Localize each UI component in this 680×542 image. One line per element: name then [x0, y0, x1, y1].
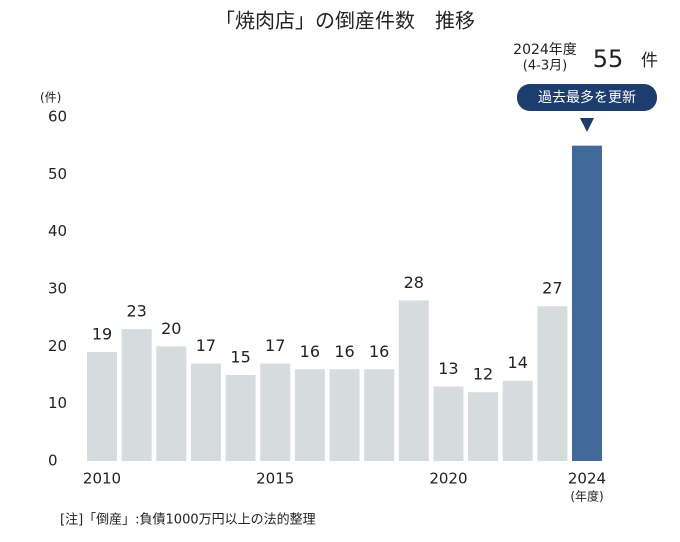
data-label: 23 [126, 302, 146, 321]
annotation-period: 2024年度 [513, 42, 577, 58]
x-tick-label: 2024 [568, 470, 606, 488]
x-tick-label: 2020 [429, 470, 467, 488]
data-label: 13 [438, 359, 458, 378]
chart-title: 「焼肉店」の倒産件数 推移 [215, 9, 475, 33]
y-tick-label: 60 [48, 108, 67, 126]
data-label: 12 [473, 365, 493, 384]
bar [260, 363, 291, 461]
y-tick-label: 40 [48, 222, 67, 240]
y-unit: (件) [40, 91, 61, 105]
annotation-months: (4-3月) [523, 59, 567, 74]
bar [364, 369, 395, 461]
data-label: 16 [369, 342, 389, 361]
bar [571, 145, 602, 461]
badge [517, 84, 657, 111]
data-label: 14 [508, 353, 528, 372]
data-label: 17 [196, 336, 216, 355]
bar [537, 306, 568, 461]
bar [329, 369, 360, 461]
y-tick-label: 30 [48, 280, 67, 298]
bar [468, 392, 499, 461]
data-label: 27 [542, 279, 562, 298]
bar [433, 386, 464, 461]
y-tick-label: 10 [48, 394, 67, 412]
data-label: 19 [92, 325, 112, 344]
data-label: 20 [161, 319, 181, 338]
data-label: 17 [265, 336, 285, 355]
x-tick-label: 2010 [83, 470, 121, 488]
y-tick-label: 0 [48, 452, 58, 470]
data-label: 28 [404, 273, 424, 292]
data-label: 15 [230, 348, 250, 367]
data-label: 55 [593, 45, 624, 73]
bar [225, 375, 256, 461]
bar [294, 369, 325, 461]
y-tick-label: 50 [48, 165, 67, 183]
data-label: 16 [334, 342, 354, 361]
bar [156, 346, 187, 461]
annotation-unit: 件 [641, 51, 658, 71]
bar [502, 380, 533, 461]
bar [121, 329, 152, 461]
x-unit: (年度) [570, 489, 603, 504]
badge-pointer [580, 118, 594, 132]
data-label: 16 [300, 342, 320, 361]
badge-text: 過去最多を更新 [538, 89, 636, 106]
bar [190, 363, 221, 461]
bar [398, 300, 429, 461]
note: [注]「倒産」:負債1000万円以上の法的整理 [60, 512, 316, 528]
bar [87, 352, 118, 461]
x-tick-label: 2015 [256, 470, 294, 488]
y-tick-label: 20 [48, 337, 67, 355]
